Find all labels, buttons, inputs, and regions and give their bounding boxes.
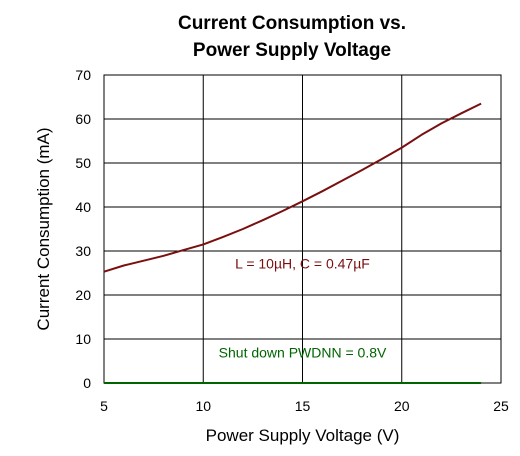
x-tick-label: 15 (295, 398, 311, 414)
y-tick-label: 50 (75, 155, 91, 171)
chart-title-line-2: Power Supply Voltage (192, 40, 392, 61)
grid-lines (104, 75, 501, 383)
y-tick-label: 30 (75, 243, 91, 259)
annotations: L = 10µH, C = 0.47µF Shut down PWDNN = 0.… (219, 256, 387, 361)
x-tick-label: 5 (100, 398, 108, 414)
y-tick-label: 60 (75, 111, 91, 127)
chart-title: Current Consumption vs. Power Supply Vol… (0, 10, 520, 64)
y-tick-label: 40 (75, 199, 91, 215)
y-tick-label: 10 (75, 331, 91, 347)
x-axis-ticks: 5 10 15 20 25 (100, 398, 509, 414)
y-axis-ticks: 0 10 20 30 40 50 60 70 (75, 67, 91, 391)
y-tick-label: 20 (75, 287, 91, 303)
chart-title-line-1: Current Consumption vs. (177, 13, 406, 34)
x-axis-title: Power Supply Voltage (V) (206, 426, 400, 445)
annotation-1: L = 10µH, C = 0.47µF (235, 256, 370, 272)
y-axis-title: Current Consumption (mA) (34, 127, 53, 330)
annotation-2: Shut down PWDNN = 0.8V (219, 344, 387, 360)
y-tick-label: 0 (83, 375, 91, 391)
series-line-1 (103, 102, 482, 273)
x-tick-label: 10 (195, 398, 211, 414)
series-layer (103, 102, 482, 384)
y-tick-label: 70 (75, 67, 91, 83)
x-tick-label: 20 (394, 398, 410, 414)
x-tick-label: 25 (493, 398, 509, 414)
